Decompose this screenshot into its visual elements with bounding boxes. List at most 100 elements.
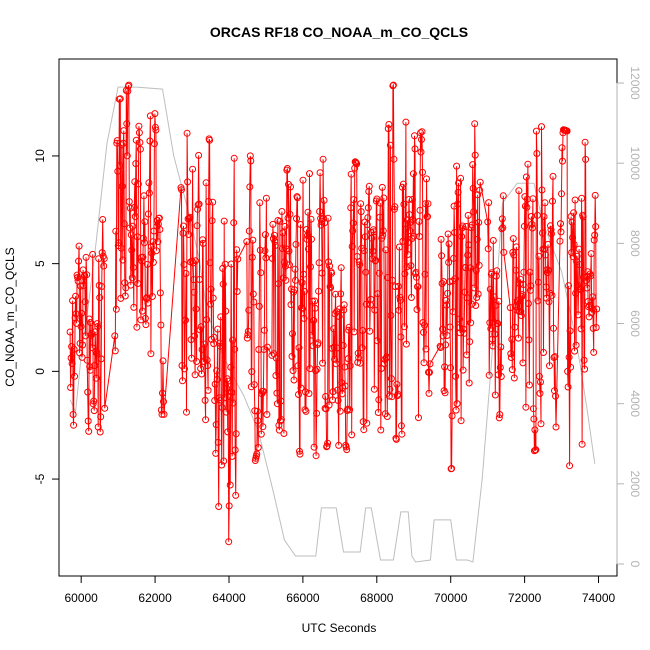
data-point — [407, 294, 415, 301]
data-point — [298, 279, 306, 287]
data-point — [227, 363, 235, 371]
data-point — [205, 198, 213, 205]
data-point — [346, 406, 354, 414]
data-point — [288, 352, 296, 360]
data-point — [339, 342, 347, 349]
data-point — [499, 192, 507, 200]
data-point — [160, 410, 168, 418]
data-point — [445, 240, 453, 248]
data-point — [317, 214, 325, 222]
data-point — [151, 123, 159, 131]
data-point — [218, 461, 226, 469]
data-point — [528, 220, 536, 228]
data-point — [272, 372, 280, 379]
data-point — [405, 196, 413, 203]
data-point — [473, 294, 481, 301]
data-point — [497, 343, 505, 351]
data-point — [379, 227, 387, 235]
data-point — [396, 296, 404, 304]
data-point — [193, 358, 201, 365]
data-point — [565, 282, 573, 290]
data-point — [91, 362, 99, 369]
data-point — [499, 224, 507, 232]
data-point — [517, 307, 525, 315]
data-point — [120, 220, 128, 228]
data-point — [395, 306, 403, 314]
data-point — [96, 294, 104, 302]
data-point — [262, 194, 270, 202]
data-point — [157, 321, 165, 329]
data-point — [212, 449, 220, 457]
data-point — [304, 208, 312, 216]
data-point — [415, 218, 423, 225]
data-point — [212, 421, 220, 429]
data-point — [270, 231, 278, 239]
data-point — [476, 178, 484, 186]
data-point — [70, 421, 78, 429]
data-point — [223, 384, 231, 392]
data-point — [259, 387, 267, 395]
data-point — [471, 151, 479, 159]
data-point — [467, 319, 475, 327]
data-point — [301, 287, 308, 295]
data-point — [369, 247, 377, 255]
data-point — [221, 394, 229, 402]
data-point — [418, 128, 426, 136]
data-point — [527, 282, 535, 290]
data-point — [472, 267, 480, 275]
data-point — [454, 200, 462, 208]
data-point — [355, 258, 363, 266]
data-point — [224, 428, 232, 436]
data-point — [291, 286, 298, 294]
data-point — [360, 426, 368, 434]
data-point — [333, 344, 341, 352]
data-point — [373, 337, 381, 345]
data-point — [183, 129, 191, 137]
data-point — [540, 213, 548, 221]
data-point — [140, 192, 148, 200]
data-point — [193, 222, 201, 230]
data-point — [204, 386, 212, 394]
data-point — [357, 208, 365, 216]
data-point — [567, 363, 575, 371]
data-point — [308, 235, 315, 243]
data-point — [90, 407, 98, 415]
data-point — [459, 366, 467, 374]
data-point — [420, 328, 427, 336]
x-tick-label: 64000 — [212, 591, 246, 605]
data-point — [92, 374, 100, 382]
data-point — [245, 306, 253, 314]
data-point — [423, 175, 430, 183]
data-point — [324, 439, 332, 447]
data-point — [521, 202, 529, 210]
data-point — [558, 144, 566, 152]
data-point — [263, 411, 271, 418]
data-point — [274, 280, 282, 288]
data-point — [568, 249, 576, 256]
data-point — [544, 240, 552, 248]
data-point — [526, 268, 534, 276]
data-point — [180, 261, 188, 268]
data-point — [250, 381, 258, 389]
data-point — [219, 280, 227, 288]
data-point — [189, 165, 197, 173]
data-point — [438, 280, 446, 287]
data-point — [581, 365, 589, 373]
data-point — [485, 199, 493, 207]
data-point — [391, 203, 399, 211]
x-tick-label: 72000 — [508, 591, 542, 605]
data-point — [449, 308, 457, 316]
y-axis-label: CO_NOAA_m_CO_QCLS — [3, 247, 17, 386]
data-point — [498, 225, 506, 233]
data-point — [518, 291, 526, 299]
data-point — [528, 224, 536, 232]
data-point — [516, 280, 524, 288]
data-point — [559, 157, 566, 165]
data-point — [130, 303, 138, 311]
data-point — [444, 289, 452, 297]
data-point — [572, 289, 580, 297]
data-point — [592, 324, 600, 331]
data-point — [250, 298, 258, 306]
data-point — [195, 200, 203, 208]
data-point — [557, 220, 564, 228]
